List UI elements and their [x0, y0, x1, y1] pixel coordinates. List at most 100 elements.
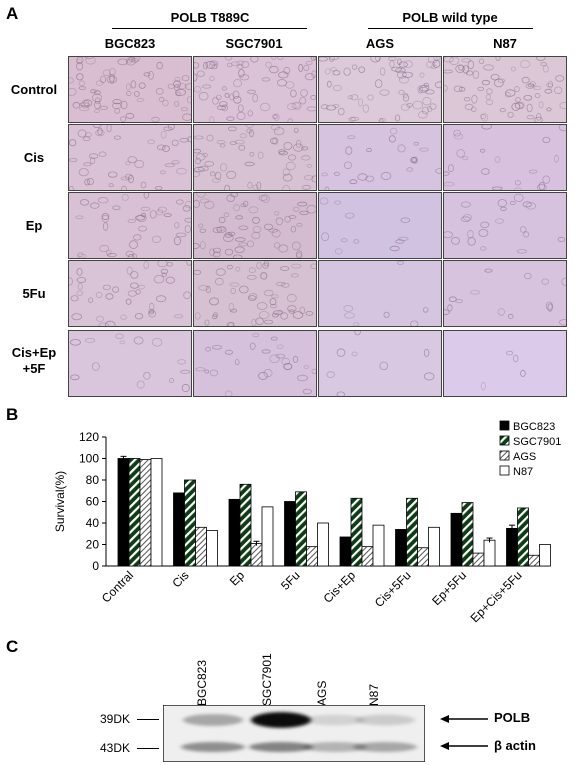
x-tick-label: Cis+5Fu	[372, 568, 414, 610]
lane-label-n87: N87	[367, 683, 381, 706]
panel-c-letter: C	[6, 637, 19, 656]
bar-sgc7901-0	[128, 458, 141, 567]
micrograph-n87-4	[443, 330, 567, 397]
bar-n87-3	[317, 522, 329, 567]
bar-n87-6	[483, 539, 496, 567]
group-header-mutant: POLB T889C	[170, 10, 250, 25]
column-header-sgc7901: SGC7901	[225, 36, 283, 51]
legend-label-ags: AGS	[513, 451, 536, 463]
micrograph-n87-3	[443, 260, 567, 327]
x-tick-label: 5Fu	[278, 568, 303, 593]
group-underline-wildtype	[368, 28, 533, 29]
micrograph-bgc823-4	[68, 330, 192, 397]
band-label-actin: β actin	[494, 738, 536, 753]
group-underline-mutant	[112, 28, 307, 29]
panel-a-letter: A	[6, 4, 19, 23]
bar-n87-4	[372, 524, 385, 567]
micrograph-sgc7901-3	[193, 260, 317, 327]
micrograph-ags-0	[318, 56, 442, 123]
legend-swatch-n87	[499, 465, 510, 476]
micrograph-n87-1	[443, 124, 567, 191]
bar-bgc823-4	[339, 536, 352, 567]
x-tick-label: Contral	[99, 568, 136, 605]
legend-swatch-sgc7901	[499, 435, 510, 446]
micrograph-n87-2	[443, 192, 567, 259]
band-polb-1	[251, 712, 311, 728]
bar-bgc823-3	[284, 501, 296, 567]
micrograph-bgc823-2	[68, 192, 192, 259]
bar-n87-5	[428, 526, 440, 567]
bar-sgc7901-4	[350, 497, 363, 567]
micrograph-bgc823-0	[68, 56, 192, 123]
y-tick-label: 60	[86, 495, 100, 509]
bar-sgc7901-6	[461, 502, 474, 567]
bar-n87-1	[206, 530, 218, 567]
legend-label-n87: N87	[513, 466, 533, 478]
lane-label-sgc7901: SGC7901	[260, 653, 274, 706]
mw-tick-39dk	[137, 719, 159, 720]
y-axis-label: Survival(%)	[53, 471, 67, 532]
band-label-polb: POLB	[494, 710, 531, 725]
legend-swatch-bgc823	[499, 420, 510, 431]
bar-n87-0	[150, 458, 163, 567]
legend-label-bgc823: BGC823	[513, 421, 555, 433]
survival-bar-chart: 0 20 40 60 80 100 120 Survival(%) Contral Cis Ep 5F…	[53, 420, 561, 625]
band-polb-0	[183, 714, 243, 726]
bar-bgc823-6	[450, 512, 463, 567]
panel-b-letter: B	[6, 405, 19, 424]
band-actin-1	[249, 742, 313, 752]
bar-ags-3	[306, 546, 318, 567]
group-header-wildtype: POLB wild type	[402, 10, 498, 25]
bar-bgc823-7	[506, 527, 518, 567]
micrograph-ags-3	[318, 260, 442, 327]
row-label-ep: Ep	[25, 218, 43, 233]
x-tick-label: Ep+Cis+5Fu	[468, 568, 525, 625]
band-actin-3	[353, 742, 417, 752]
mw-label-43dk: 43DK	[100, 741, 131, 755]
x-tick-label: Cis	[169, 568, 191, 590]
mw-tick-43dk	[137, 748, 159, 749]
x-tick-label: Ep	[227, 568, 248, 589]
western-blot-image	[163, 705, 425, 762]
arrow-actin-icon	[440, 742, 488, 750]
bar-sgc7901-3	[295, 491, 307, 567]
row-label-5fu: 5Fu	[22, 286, 46, 301]
lane-label-bgc823: BGC823	[195, 659, 209, 706]
band-polb-3	[355, 714, 415, 726]
bar-sgc7901-7	[517, 507, 529, 567]
x-tick-label: Cis+Ep	[321, 568, 359, 606]
micrograph-n87-0	[443, 56, 567, 123]
bar-bgc823-2	[228, 498, 241, 567]
bar-n87-2	[261, 506, 274, 567]
y-tick-label: 80	[86, 473, 100, 487]
bar-sgc7901-1	[184, 479, 196, 567]
column-header-n87: N87	[493, 36, 517, 51]
arrow-polb-icon	[440, 715, 488, 723]
micrograph-sgc7901-2	[193, 192, 317, 259]
micrograph-ags-4	[318, 330, 442, 397]
bar-ags-2	[250, 543, 263, 567]
y-tick-label: 120	[79, 430, 99, 444]
row-label-combo: Cis+Ep +5F	[11, 345, 57, 376]
micrograph-bgc823-1	[68, 124, 192, 191]
bar-n87-7	[539, 544, 551, 567]
column-header-ags: AGS	[365, 36, 395, 51]
bar-ags-6	[472, 552, 485, 567]
band-polb-2	[305, 714, 365, 726]
micrograph-sgc7901-1	[193, 124, 317, 191]
bar-sgc7901-5	[406, 497, 418, 567]
micrograph-bgc823-3	[68, 260, 192, 327]
micrograph-ags-1	[318, 124, 442, 191]
bar-ags-5	[417, 547, 429, 567]
column-header-bgc823: BGC823	[104, 36, 156, 51]
lane-label-ags: AGS	[315, 680, 329, 706]
bar-sgc7901-2	[239, 483, 252, 567]
y-tick-label: 100	[79, 452, 99, 466]
y-tick-label: 20	[86, 538, 100, 552]
micrograph-ags-2	[318, 192, 442, 259]
x-tick-label: Ep+5Fu	[429, 568, 469, 608]
bar-ags-1	[195, 526, 207, 567]
bar-bgc823-1	[173, 492, 185, 567]
row-label-cis: Cis	[23, 150, 45, 165]
bar-ags-4	[361, 546, 374, 567]
